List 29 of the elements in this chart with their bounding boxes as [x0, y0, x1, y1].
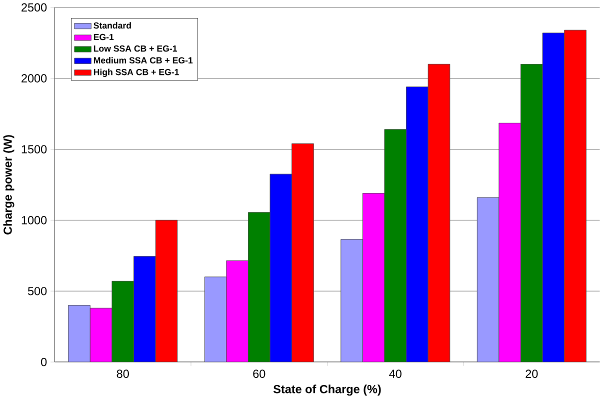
legend-label: High SSA CB + EG-1 — [94, 68, 179, 78]
bar — [248, 212, 270, 362]
bar — [406, 86, 428, 362]
y-tick-label: 0 — [41, 358, 47, 366]
x-axis-title: State of Charge (%) — [273, 384, 381, 396]
y-tick-label: 2000 — [22, 74, 47, 83]
bar — [340, 239, 363, 362]
bar — [520, 64, 543, 362]
bar — [68, 305, 90, 362]
legend-label: Medium SSA CB + EG-1 — [94, 56, 193, 64]
y-tick-label: 500 — [28, 286, 47, 296]
x-tick-label: 60 — [253, 370, 266, 378]
bar — [384, 129, 407, 362]
bar — [134, 256, 156, 362]
legend-label: Low SSA CB + EG-1 — [94, 45, 177, 52]
x-tick-label: 80 — [116, 370, 129, 378]
legend-label: EG-1 — [94, 34, 114, 40]
legend-label: Standard — [94, 22, 131, 29]
x-tick-label: 40 — [389, 370, 402, 378]
y-tick-label: 2500 — [22, 3, 47, 12]
bar — [270, 174, 292, 362]
y-tick-label: 1000 — [22, 216, 47, 224]
bar — [542, 32, 565, 362]
bar — [204, 276, 227, 362]
bar — [112, 280, 134, 362]
x-tick-label: 20 — [526, 370, 538, 378]
bar — [476, 197, 500, 362]
y-axis-title: Charge power (W) — [3, 135, 14, 234]
y-tick-label: 1500 — [22, 145, 47, 154]
